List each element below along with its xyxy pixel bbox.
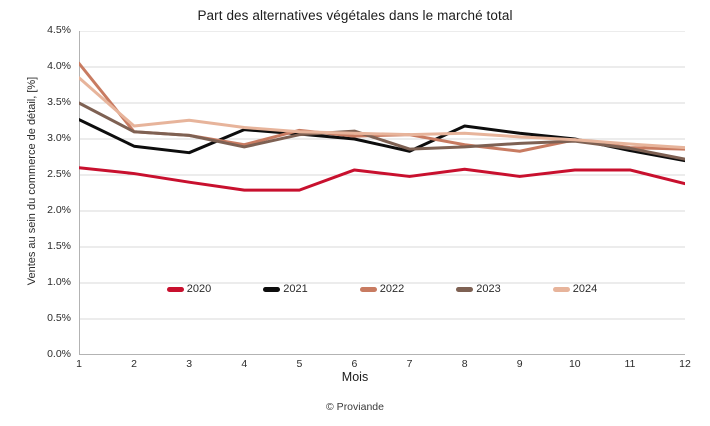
legend-swatch-icon xyxy=(263,286,281,292)
x-tick-label: 1 xyxy=(76,358,82,370)
legend-label: 2023 xyxy=(476,283,501,295)
x-tick-label: 12 xyxy=(679,358,691,370)
y-tick-label: 3.0% xyxy=(47,132,71,144)
legend-swatch-icon xyxy=(552,286,570,292)
x-tick-label: 5 xyxy=(296,358,303,370)
legend-label: 2021 xyxy=(283,283,308,295)
series-line-2023 xyxy=(79,101,685,161)
x-axis-title: Mois xyxy=(341,370,369,384)
credit-text: © Proviande xyxy=(326,401,384,413)
y-tick-label: 4.5% xyxy=(47,24,71,36)
y-tick-label: 3.5% xyxy=(47,96,71,108)
x-tick-label: 7 xyxy=(406,358,413,370)
series-line-2022 xyxy=(79,61,685,153)
series-line-2024 xyxy=(79,76,685,150)
x-tick-label: 11 xyxy=(624,358,636,370)
y-tick-label: 1.5% xyxy=(47,240,71,252)
legend-label: 2020 xyxy=(186,283,212,295)
x-tick-label: 8 xyxy=(461,358,468,370)
y-tick-label: 1.0% xyxy=(47,276,71,288)
y-tick-label: 2.0% xyxy=(47,204,71,216)
x-tick-label: 2 xyxy=(131,358,137,370)
legend-item-2024[interactable]: 2024 xyxy=(552,283,598,295)
y-tick-label: 4.0% xyxy=(47,60,71,72)
x-tick-label: 9 xyxy=(516,358,523,370)
series-line-2020 xyxy=(79,166,685,192)
legend-label: 2024 xyxy=(572,283,598,295)
chart-legend: 2020 2021 2022 2023 2024 xyxy=(79,283,685,295)
y-tick-label: 0.5% xyxy=(47,312,71,324)
legend-item-2021[interactable]: 2021 xyxy=(263,283,308,295)
legend-item-2022[interactable]: 2022 xyxy=(359,283,405,295)
legend-swatch-icon xyxy=(456,286,474,292)
legend-item-2023[interactable]: 2023 xyxy=(456,283,501,295)
legend-swatch-icon xyxy=(359,286,377,292)
x-tick-label: 4 xyxy=(241,358,248,370)
x-tick-label: 3 xyxy=(186,358,193,370)
series-lines xyxy=(79,31,685,355)
x-tick-label: 6 xyxy=(351,358,358,370)
y-tick-label: 0.0% xyxy=(47,348,71,360)
legend-swatch-icon xyxy=(166,286,184,292)
chart-title: Part des alternatives végétales dans le … xyxy=(197,8,513,23)
plot-area xyxy=(79,31,685,355)
legend-label: 2022 xyxy=(379,283,405,295)
legend-item-2020[interactable]: 2020 xyxy=(166,283,212,295)
y-tick-label: 2.5% xyxy=(47,168,71,180)
x-tick-label: 10 xyxy=(568,358,581,370)
